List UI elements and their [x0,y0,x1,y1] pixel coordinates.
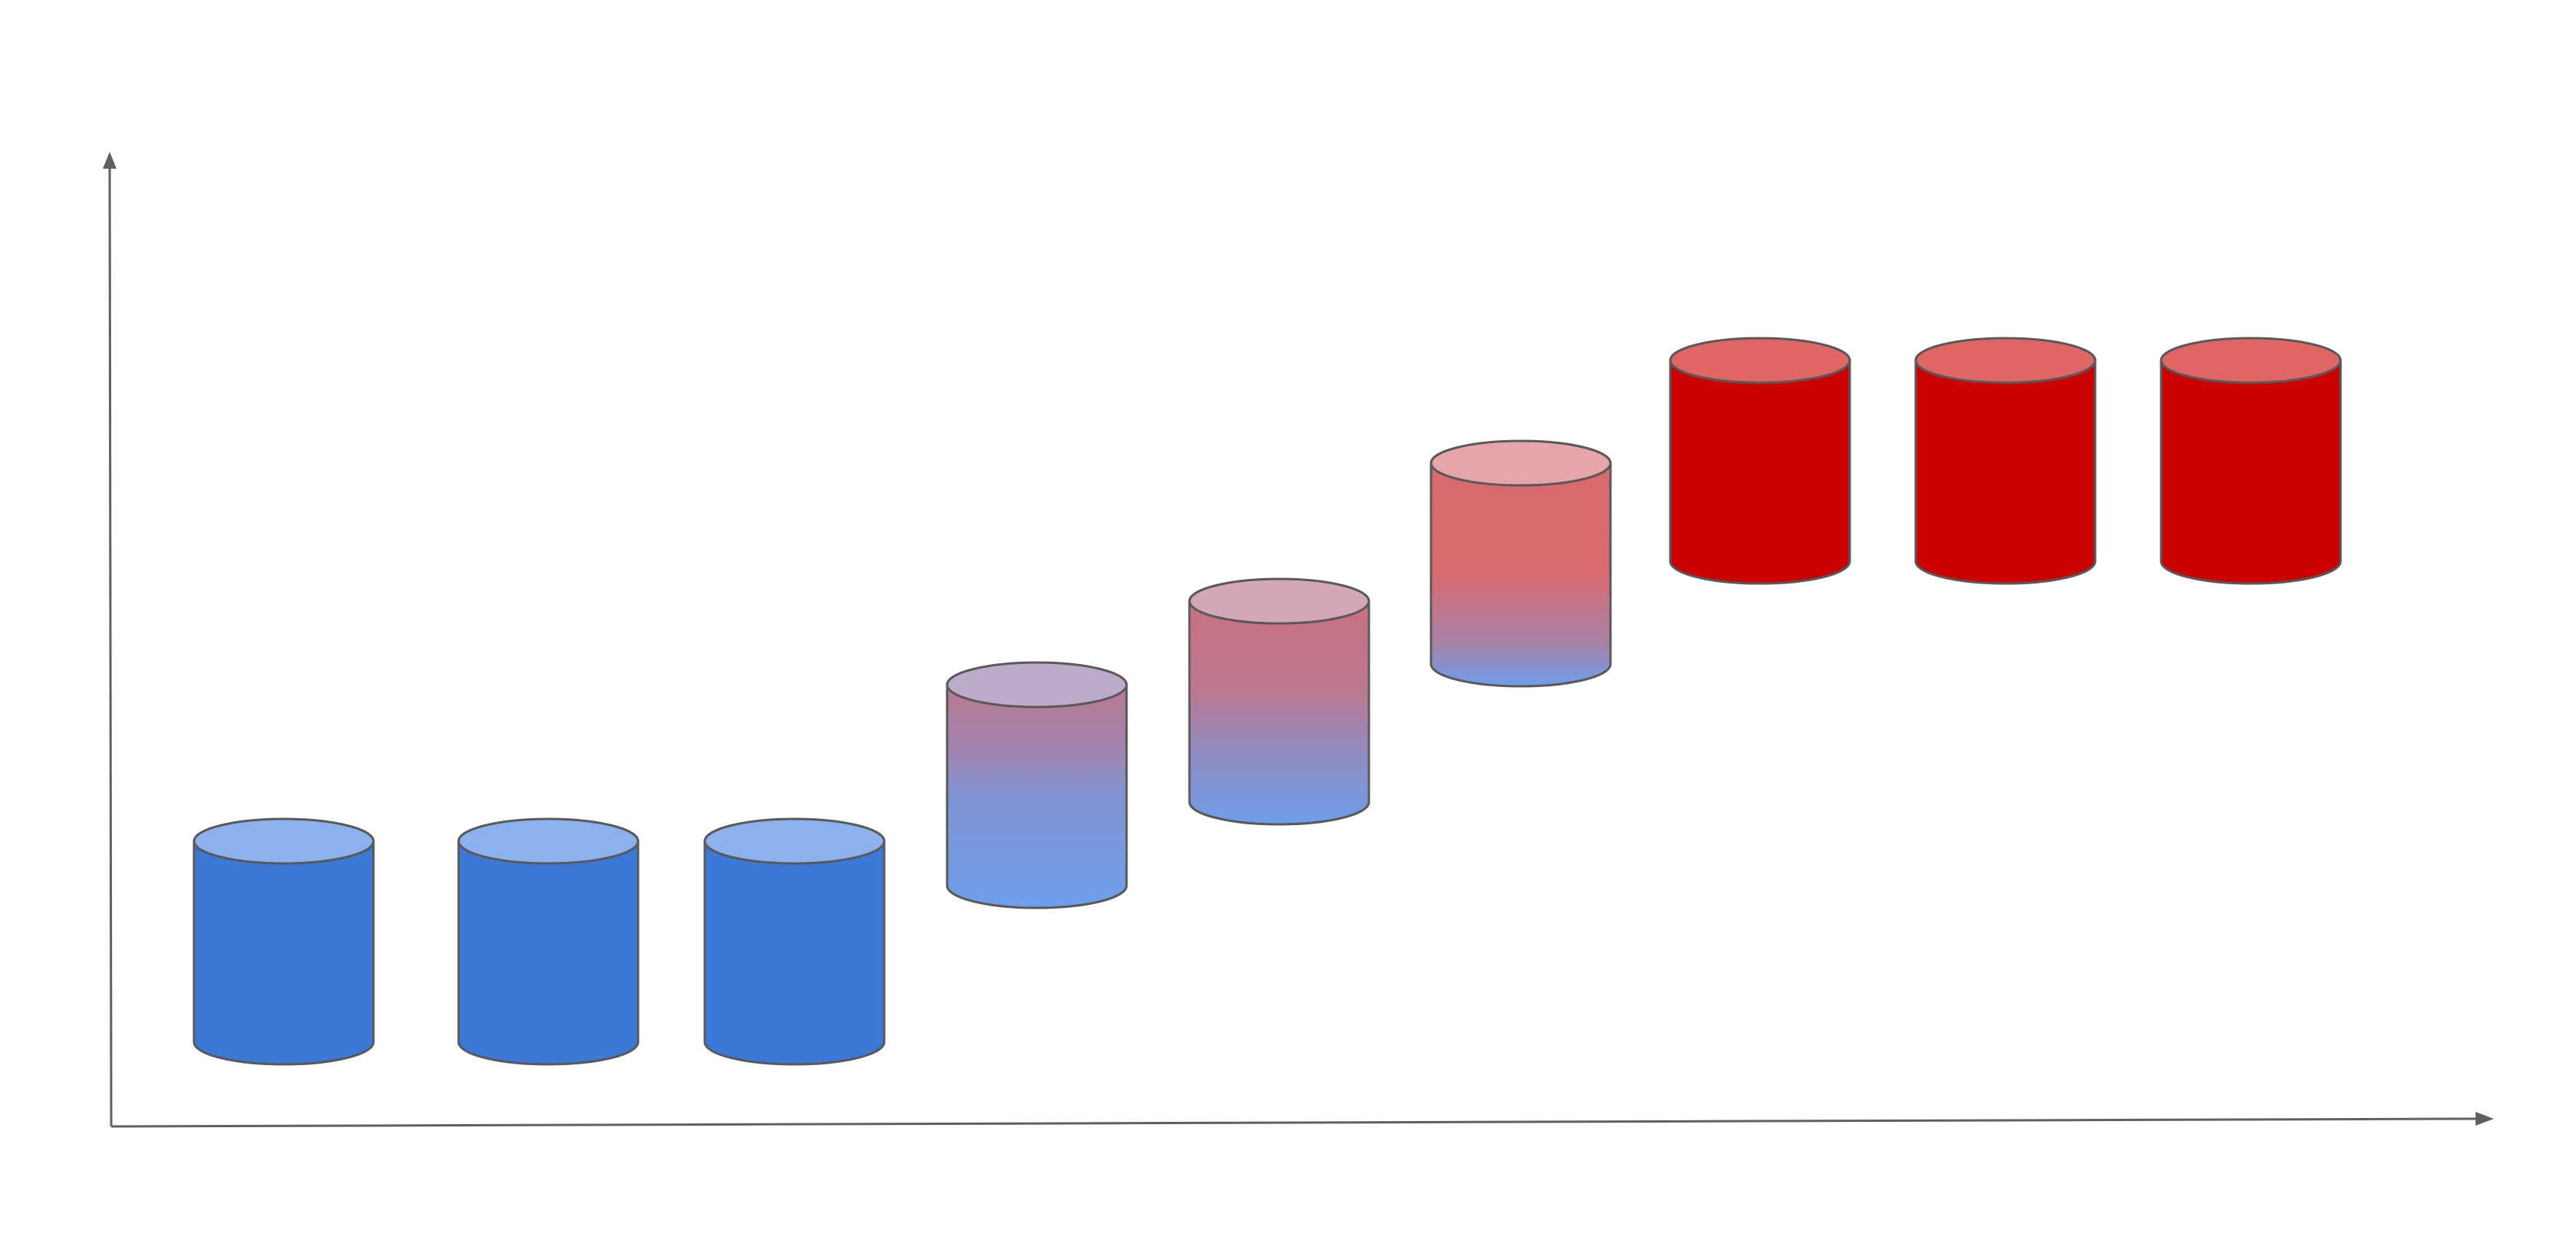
axes [103,152,2494,1128]
cylinder-body [192,840,375,1066]
cylinder-body [2160,359,2342,585]
cylinder-2 [457,817,640,1066]
cylinder-9 [2160,337,2342,585]
cylinder-1 [192,817,375,1066]
cylinder-top [192,817,375,865]
x-axis-line [110,1117,2478,1128]
cylinder-top [1429,439,1612,487]
cylinder-top [2160,337,2342,384]
y-axis-line [108,160,113,1127]
cylinder-body [703,840,886,1066]
cylinder-body [457,840,640,1066]
cylinder-top [946,661,1128,709]
cylinder-body [1429,462,1612,688]
cylinder-top [457,817,640,865]
cylinder-body [1669,359,1851,585]
cylinder-8 [1914,337,2097,585]
cylinder-top [1914,337,2097,384]
cylinder-body [1188,600,1370,826]
cylinder-body [946,683,1128,909]
cylinder-4 [946,661,1128,909]
x-axis-arrowhead [2476,1112,2494,1126]
cylinders [192,337,2342,1066]
cylinder-3 [703,817,886,1066]
cylinder-7 [1669,337,1851,585]
cylinder-5 [1188,577,1370,826]
cylinder-body [1914,359,2097,585]
cylinder-top [1188,577,1370,625]
y-axis-arrowhead [103,152,117,169]
cylinder-6 [1429,439,1612,688]
cylinder-top [1669,337,1851,384]
cylinder-top [703,817,886,865]
